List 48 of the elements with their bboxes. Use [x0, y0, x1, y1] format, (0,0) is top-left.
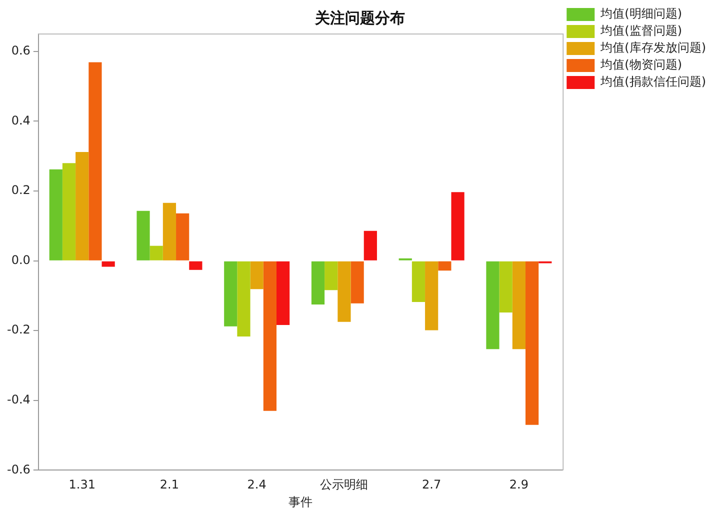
bar — [189, 261, 202, 270]
bar — [412, 261, 426, 302]
x-tick-label: 2.7 — [422, 478, 442, 492]
bar — [76, 152, 89, 260]
bar — [276, 261, 290, 326]
bar — [350, 261, 364, 304]
y-tick-label: -0.2 — [6, 322, 30, 337]
legend-label: 均值(物资问题) — [600, 58, 682, 72]
bar — [102, 261, 115, 267]
bar — [451, 192, 464, 260]
bar — [512, 261, 526, 350]
bar — [176, 213, 190, 260]
bar — [324, 261, 338, 290]
bar — [62, 163, 76, 260]
y-tick-label: 0.4 — [11, 113, 30, 128]
legend-label: 均值(库存发放问题) — [600, 40, 706, 55]
bar — [526, 261, 539, 425]
bar — [425, 261, 438, 330]
bar — [49, 169, 62, 260]
legend-label: 均值(明细问题) — [600, 6, 682, 21]
bar — [150, 246, 163, 260]
bar — [162, 202, 176, 260]
bar — [263, 261, 276, 411]
bar — [136, 210, 150, 260]
bar — [311, 261, 325, 304]
y-tick-label: 0.2 — [11, 183, 30, 198]
bar — [224, 261, 238, 326]
bar — [88, 62, 102, 260]
bar — [237, 261, 250, 337]
chart-title: 关注问题分布 — [314, 8, 405, 27]
bar — [338, 261, 351, 322]
bar — [499, 261, 512, 312]
y-tick-label: 0.0 — [11, 252, 30, 267]
y-tick-label: 0.6 — [11, 44, 30, 58]
bar — [250, 261, 264, 290]
bar — [364, 230, 377, 260]
y-tick-label: -0.4 — [6, 392, 30, 407]
legend-label: 均值(捐款信任问题) — [600, 74, 706, 89]
bar — [438, 261, 452, 271]
y-tick-label: -0.6 — [6, 462, 30, 476]
legend-label: 均值(监督问题) — [600, 24, 682, 38]
x-tick-label: 公示明细 — [320, 478, 368, 492]
x-tick-label: 1.31 — [68, 478, 96, 492]
x-tick-label: 2.4 — [247, 478, 266, 492]
bar — [486, 261, 500, 350]
x-tick-label: 2.9 — [509, 478, 528, 492]
x-tick-label: 2.1 — [160, 478, 180, 492]
x-axis-title: 事件 — [288, 494, 313, 509]
